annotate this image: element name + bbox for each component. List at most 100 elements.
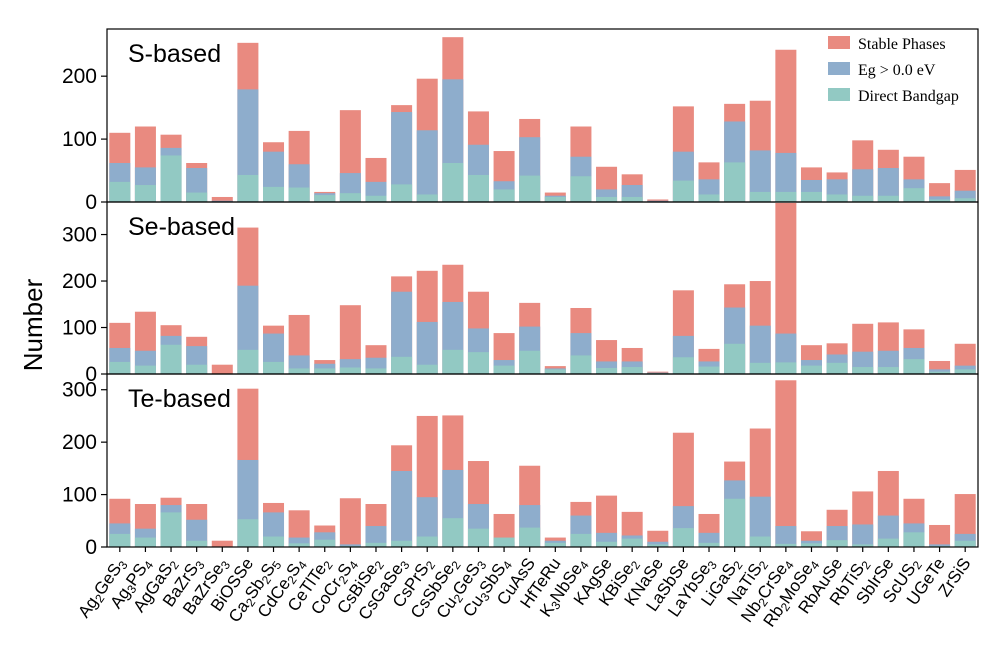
- bar-direct-bandgap-K3NbSe4: [570, 355, 592, 374]
- y-tick-label: 300: [62, 379, 97, 402]
- bar-direct-bandgap-LiGaS2: [724, 343, 746, 374]
- bar-direct-bandgap-KAgSe: [596, 367, 618, 374]
- bar-direct-bandgap-Ag3PS4: [134, 185, 156, 202]
- y-tick-label: 100: [62, 484, 97, 507]
- bar-eg-0-0-ev-UGeTe: [929, 369, 951, 374]
- bar-direct-bandgap-LaYbSe3: [698, 542, 720, 547]
- bar-direct-bandgap-Cu2GeS3: [467, 528, 489, 547]
- bar-direct-bandgap-RbTiS2: [852, 544, 874, 547]
- bar-direct-bandgap-Nb2CrSe4: [775, 543, 797, 547]
- bar-eg-0-0-ev-CsGaSe3: [391, 112, 413, 202]
- legend-label-0: Stable Phases: [858, 36, 946, 53]
- bar-direct-bandgap-LaSbSe: [672, 357, 694, 374]
- bar-direct-bandgap-Ag2GeS3: [109, 361, 131, 374]
- bar-direct-bandgap-ZrSiS: [954, 369, 976, 374]
- bar-direct-bandgap-Ca2Sb2S5: [263, 536, 285, 547]
- bar-direct-bandgap-ScUS2: [903, 359, 925, 374]
- panel-title: Se-based: [128, 213, 235, 241]
- bar-direct-bandgap-CsGaSe3: [391, 356, 413, 374]
- bar-eg-0-0-ev-NaTiS2: [749, 150, 771, 202]
- bar-stable-phases-BaZrSe3: [211, 196, 233, 202]
- bar-direct-bandgap-ScUS2: [903, 188, 925, 202]
- bar-eg-0-0-ev-CsPrS2: [416, 497, 438, 547]
- bar-eg-0-0-ev-ZrSiS: [954, 190, 976, 202]
- bar-eg-0-0-ev-CdCe2S4: [288, 537, 310, 547]
- bar-direct-bandgap-Ag3PS4: [134, 365, 156, 374]
- bar-direct-bandgap-BaZrS3: [186, 192, 208, 202]
- bar-direct-bandgap-LiGaS2: [724, 498, 746, 547]
- bar-direct-bandgap-LaYbSe3: [698, 366, 720, 374]
- bar-direct-bandgap-RbTiS2: [852, 367, 874, 374]
- bar-direct-bandgap-Rb2MoSe4: [800, 365, 822, 374]
- x-axis-tick-labels: Ag2GeS3Ag3PS4AgGaS2BaZrS3BaZrSe3BiOSSeCa…: [74, 547, 974, 630]
- bar-direct-bandgap-UGeTe: [929, 199, 951, 202]
- bar-direct-bandgap-ZrSiS: [954, 540, 976, 547]
- bar-eg-0-0-ev-NaTiS2: [749, 325, 771, 374]
- bar-direct-bandgap-CsBiSe2: [365, 195, 387, 202]
- bar-direct-bandgap-CdCe2S4: [288, 368, 310, 374]
- bar-direct-bandgap-CuAsS: [519, 527, 541, 547]
- bar-direct-bandgap-SbIrSe: [877, 538, 899, 547]
- bar-direct-bandgap-AgGaS2: [160, 512, 182, 547]
- y-tick-label: 100: [62, 128, 97, 151]
- bar-eg-0-0-ev-Nb2CrSe4: [775, 526, 797, 547]
- bar-direct-bandgap-Rb2MoSe4: [800, 191, 822, 202]
- bar-direct-bandgap-BaZrS3: [186, 364, 208, 374]
- bar-eg-0-0-ev-CsGaSe3: [391, 470, 413, 547]
- bar-stable-phases-ZrSiS: [954, 494, 976, 547]
- bar-direct-bandgap-Ca2Sb2S5: [263, 361, 285, 374]
- bar-direct-bandgap-BaZrS3: [186, 540, 208, 547]
- panel-0: 0 100 200 S-based: [62, 28, 979, 214]
- bar-direct-bandgap-RbAuSe: [826, 194, 848, 202]
- bar-direct-bandgap-HfTeRu: [544, 196, 566, 202]
- bar-direct-bandgap-LaSbSe: [672, 180, 694, 202]
- bar-direct-bandgap-HfTeRu: [544, 542, 566, 547]
- bar-direct-bandgap-CsGaSe3: [391, 184, 413, 202]
- bar-direct-bandgap-BiOSSe: [237, 519, 259, 547]
- bar-eg-0-0-ev-UGeTe: [929, 196, 951, 202]
- bar-eg-0-0-ev-Nb2CrSe4: [775, 152, 797, 202]
- bar-direct-bandgap-KAgSe: [596, 196, 618, 202]
- bar-direct-bandgap-KBiSe2: [621, 196, 643, 202]
- bar-direct-bandgap-KNaSe: [647, 544, 669, 547]
- bar-direct-bandgap-CsPrS2: [416, 536, 438, 547]
- bar-stable-phases-CoCr2S4: [339, 305, 361, 374]
- bar-direct-bandgap-Cu2GeS3: [467, 174, 489, 202]
- bar-eg-0-0-ev-UGeTe: [929, 544, 951, 547]
- bar-direct-bandgap-Ag2GeS3: [109, 533, 131, 547]
- panel-1: 0 100 200 300 Se-based: [62, 201, 979, 386]
- bar-direct-bandgap-KBiSe2: [621, 538, 643, 547]
- bar-stable-phases-CoCr2S4: [339, 498, 361, 547]
- bar-direct-bandgap-BiOSSe: [237, 174, 259, 202]
- bar-direct-bandgap-Rb2MoSe4: [800, 543, 822, 547]
- bar-direct-bandgap-K3NbSe4: [570, 533, 592, 547]
- bar-direct-bandgap-CsPrS2: [416, 364, 438, 374]
- bar-stable-phases-UGeTe: [929, 524, 951, 547]
- bar-eg-0-0-ev-SbIrSe: [877, 168, 899, 202]
- bar-direct-bandgap-Nb2CrSe4: [775, 362, 797, 374]
- bar-eg-0-0-ev-RbTiS2: [852, 524, 874, 547]
- bar-direct-bandgap-HfTeRu: [544, 369, 566, 374]
- bar-direct-bandgap-NaTiS2: [749, 191, 771, 202]
- bar-eg-0-0-ev-CoCr2S4: [339, 544, 361, 547]
- bar-eg-0-0-ev-CsPrS2: [416, 130, 438, 202]
- bar-stable-phases-Nb2CrSe4: [775, 380, 797, 547]
- legend-swatch-2: [828, 88, 850, 101]
- bar-direct-bandgap-CoCr2S4: [339, 367, 361, 374]
- y-tick-label: 0: [85, 363, 97, 386]
- bar-direct-bandgap-BiOSSe: [237, 349, 259, 374]
- legend-label-2: Direct Bandgap: [858, 88, 959, 105]
- legend-swatch-1: [828, 62, 850, 75]
- bar-eg-0-0-ev-BaZrS3: [186, 519, 208, 547]
- bar-direct-bandgap-LaSbSe: [672, 528, 694, 547]
- bar-direct-bandgap-Ag3PS4: [134, 537, 156, 547]
- bar-direct-bandgap-CeTlTe2: [314, 539, 336, 547]
- panel-title: Te-based: [128, 385, 231, 413]
- bar-direct-bandgap-CuAsS: [519, 175, 541, 202]
- bar-direct-bandgap-CdCe2S4: [288, 543, 310, 547]
- bar-direct-bandgap-SbIrSe: [877, 367, 899, 374]
- bar-direct-bandgap-CsBiSe2: [365, 542, 387, 547]
- bar-direct-bandgap-CsBiSe2: [365, 368, 387, 374]
- bar-direct-bandgap-AgGaS2: [160, 155, 182, 202]
